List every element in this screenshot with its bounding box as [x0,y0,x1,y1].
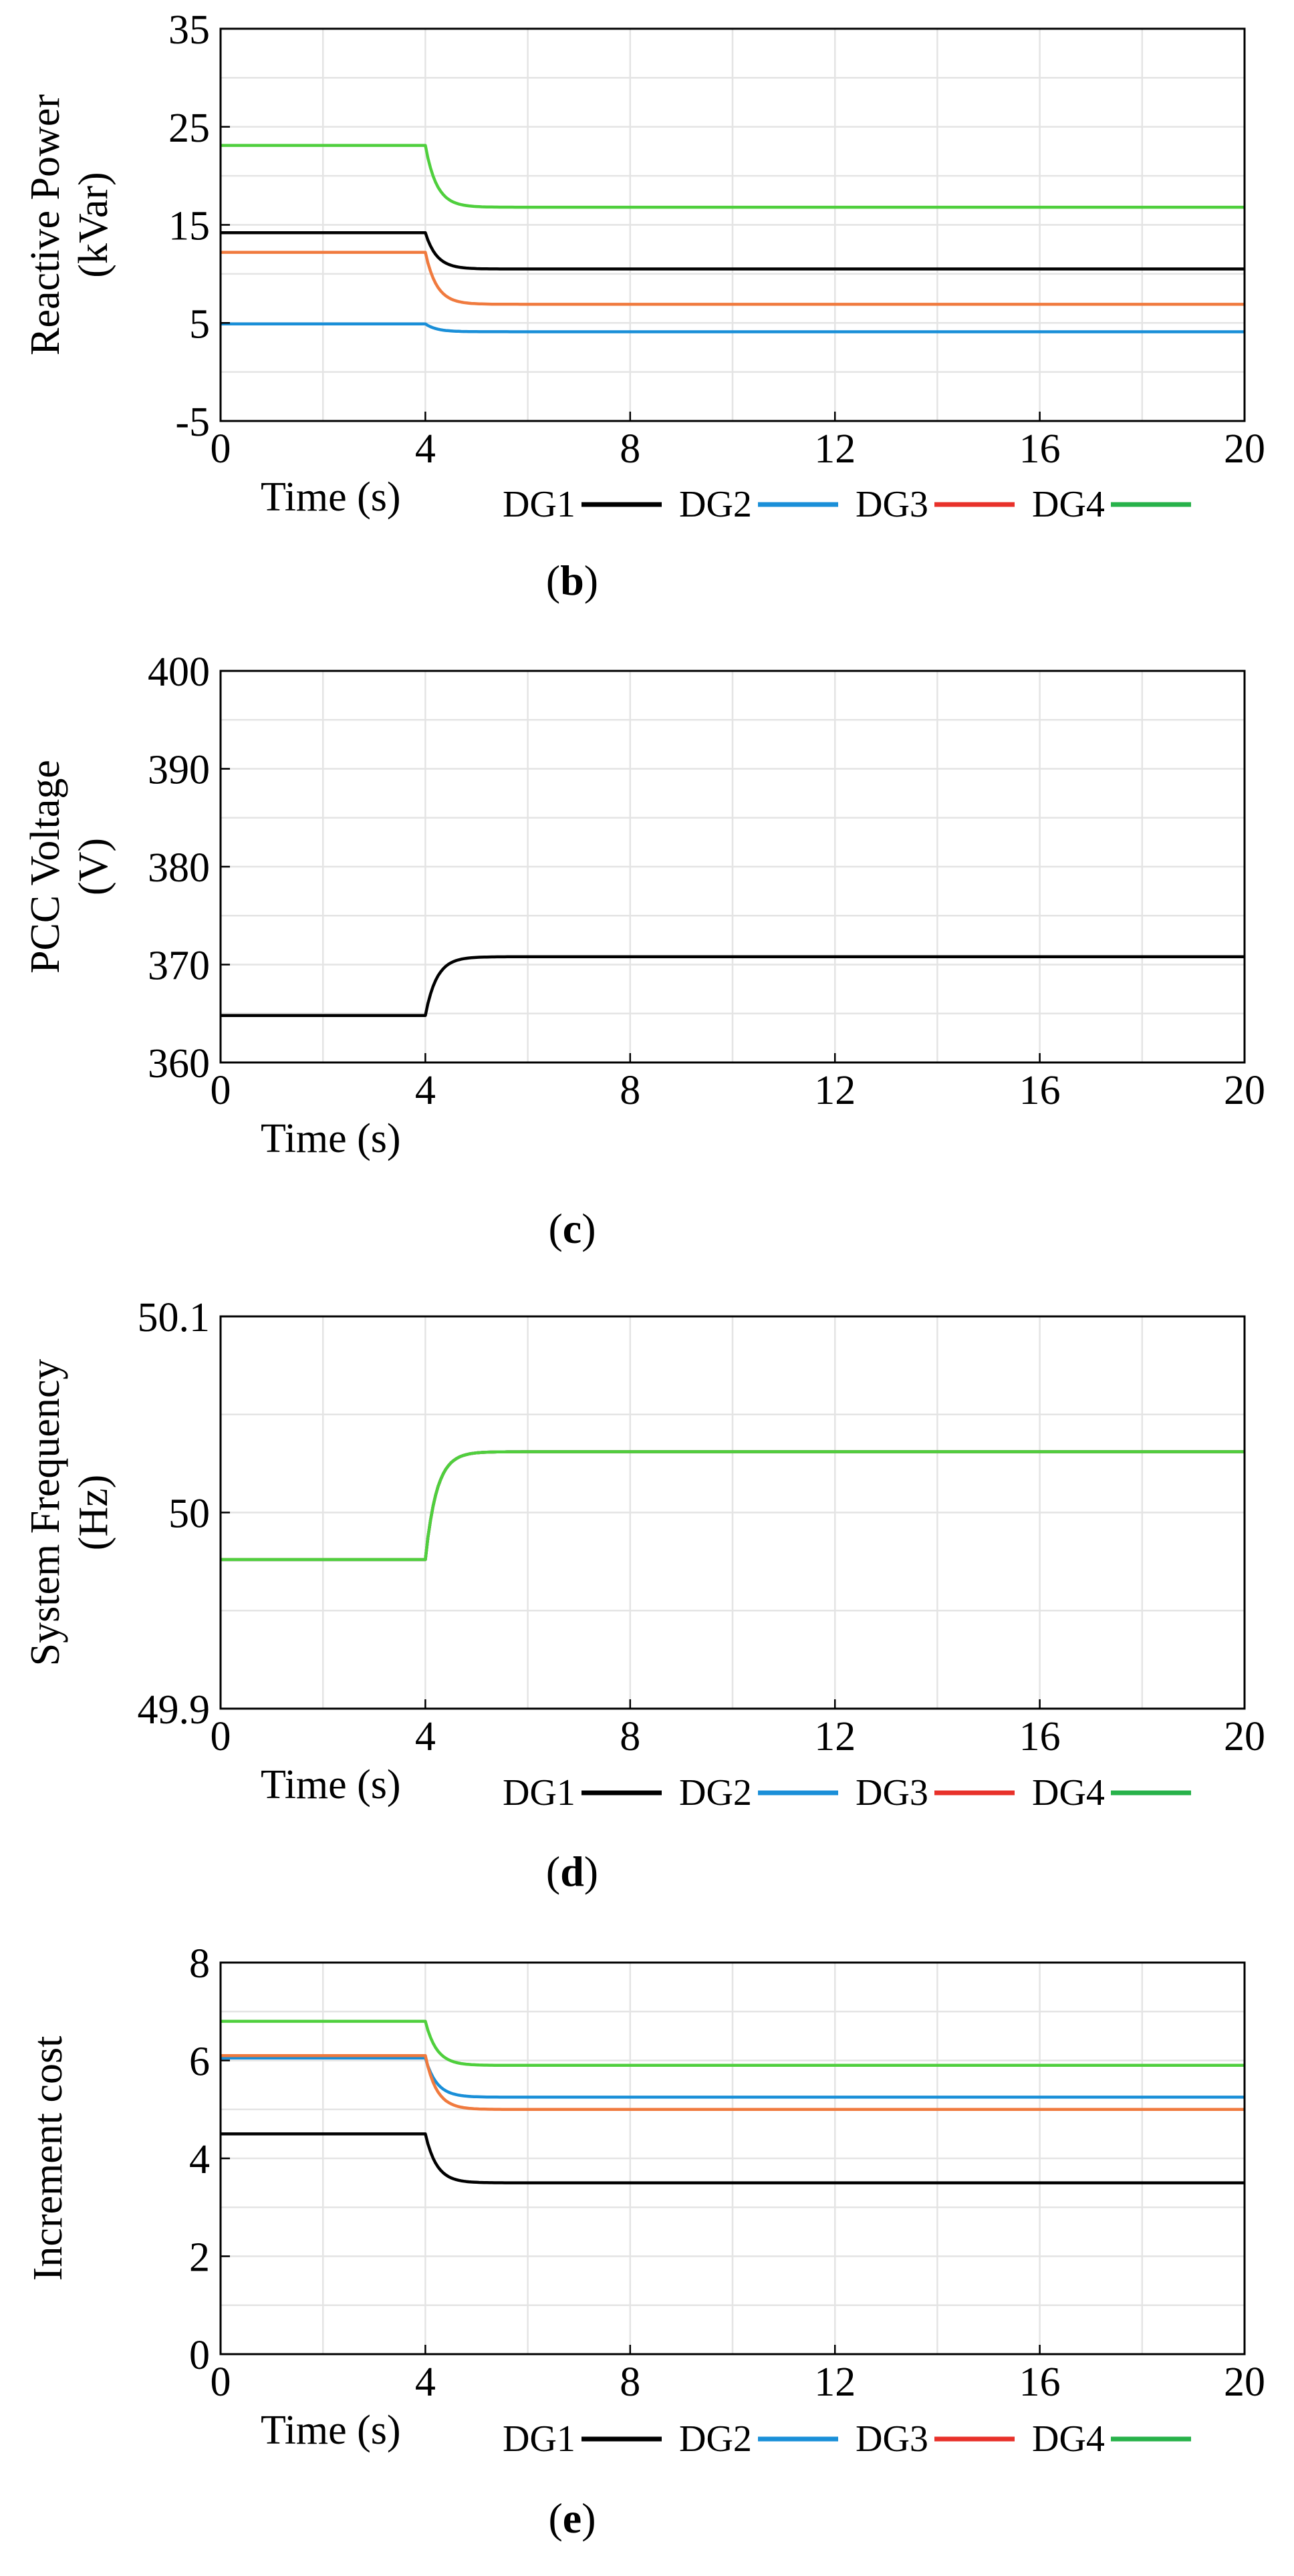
x-tick-label: 0 [211,1714,231,1759]
y-tick-label: 8 [189,1941,210,1987]
y-axis-label: System Frequency [23,1359,68,1667]
x-tick-label: 16 [1019,1068,1061,1113]
y-tick-label: 35 [168,7,210,53]
x-tick-label: 8 [620,426,640,472]
y-axis-label: Reactive Power [23,94,68,355]
x-axis-label: Time (s) [261,2408,401,2453]
x-tick-label: 0 [211,1068,231,1113]
x-tick-label: 12 [814,1068,856,1113]
y-tick-label: 2 [189,2235,210,2281]
chart-panel-b: 0 4 8 12 16 20 35 25 15 5 -5 Reactive Power (kVar) Ti… [23,7,1265,604]
y-tick-label: 15 [168,204,210,249]
y-tick-label: 50 [168,1491,210,1537]
y-tick-label: 49.9 [138,1687,211,1733]
y-axis-unit: (V) [71,838,116,895]
grid-lines [221,1316,1245,1709]
x-tick-label: 4 [415,1068,436,1113]
x-tick-label: 8 [620,2359,640,2405]
x-tick-label: 20 [1224,1714,1265,1759]
series-line-dg4 [221,1450,1245,1562]
x-tick-label: 8 [620,1714,640,1759]
y-tick-label: 5 [189,301,210,347]
y-axis-label: Increment cost [25,2036,71,2281]
y-tick-label: 50.1 [138,1295,211,1340]
x-tick-label: 20 [1224,2359,1265,2405]
series-line-dg2 [221,2056,1245,2099]
legend-label: DG2 [679,484,752,525]
legend-label: DG1 [503,484,575,525]
y-tick-label: 390 [148,748,210,793]
legend-label: DG4 [1032,484,1105,525]
legend-label: DG3 [856,1772,928,1814]
x-tick-label: 12 [814,1714,856,1759]
y-axis-unit: (Hz) [71,1475,116,1551]
x-tick-label: 12 [814,2359,856,2405]
legend-label: DG3 [856,484,928,525]
legend-label: DG2 [679,1772,752,1814]
series-line-dg1 [221,2132,1245,2184]
series-line-dg4 [221,2019,1245,2067]
series-line-dg4 [221,144,1245,209]
legend-label: DG4 [1032,1772,1105,1814]
y-tick-label: 400 [148,650,210,695]
y-tick-label: 380 [148,845,210,891]
panel-caption: (c) [548,1205,596,1252]
chart-panel-c: 0 4 8 12 16 20 400 390 380 370 360 PCC Voltage (V) Ti… [23,650,1265,1252]
x-axis-label: Time (s) [261,1116,401,1161]
chart-panel-d: 0 4 8 12 16 20 50.1 50 49.9 System Frequency (Hz) T… [23,1295,1265,1895]
legend-label: DG4 [1032,2418,1105,2460]
series-group [221,144,1245,333]
x-tick-label: 0 [211,2359,231,2405]
legend: DG1 DG2 DG3 DG4 [503,484,1191,525]
x-tick-label: 4 [415,426,436,472]
legend-label: DG1 [503,2418,575,2460]
y-axis-label: PCC Voltage [23,760,68,974]
y-tick-label: 360 [148,1041,210,1087]
series-line-dg2 [221,322,1245,333]
grid-lines [221,29,1245,421]
series-group [221,955,1245,1017]
x-tick-label: 20 [1224,426,1265,472]
x-tick-label: 20 [1224,1068,1265,1113]
panel-caption: (d) [546,1848,598,1895]
series-line-dg1 [221,231,1245,271]
series-line-dg3 [221,251,1245,306]
legend: DG1 DG2 DG3 DG4 [503,1772,1191,1814]
x-tick-label: 16 [1019,1714,1061,1759]
series-group [221,2019,1245,2184]
x-tick-label: 16 [1019,426,1061,472]
x-axis-label: Time (s) [261,474,401,520]
x-tick-label: 16 [1019,2359,1061,2405]
x-tick-label: 0 [211,426,231,472]
legend-label: DG3 [856,2418,928,2460]
panel-caption: (e) [548,2494,596,2542]
panel-caption: (b) [546,557,598,604]
y-axis-unit: (kVar) [71,172,116,277]
y-tick-label: 370 [148,944,210,989]
grid-lines [221,671,1245,1062]
y-tick-label: -5 [175,400,210,445]
legend: DG1 DG2 DG3 DG4 [503,2418,1191,2460]
x-tick-label: 4 [415,1714,436,1759]
x-tick-label: 4 [415,2359,436,2405]
x-axis-label: Time (s) [261,1762,401,1808]
legend-label: DG2 [679,2418,752,2460]
series-line-pcc-voltage [221,955,1245,1017]
y-tick-label: 25 [168,106,210,151]
x-tick-label: 12 [814,426,856,472]
y-tick-label: 0 [189,2333,210,2378]
y-tick-label: 4 [189,2137,210,2182]
series-line-dg3 [221,2053,1245,2112]
legend-label: DG1 [503,1772,575,1814]
series-group [221,1450,1245,1562]
y-tick-label: 6 [189,2039,210,2085]
x-tick-label: 8 [620,1068,640,1113]
